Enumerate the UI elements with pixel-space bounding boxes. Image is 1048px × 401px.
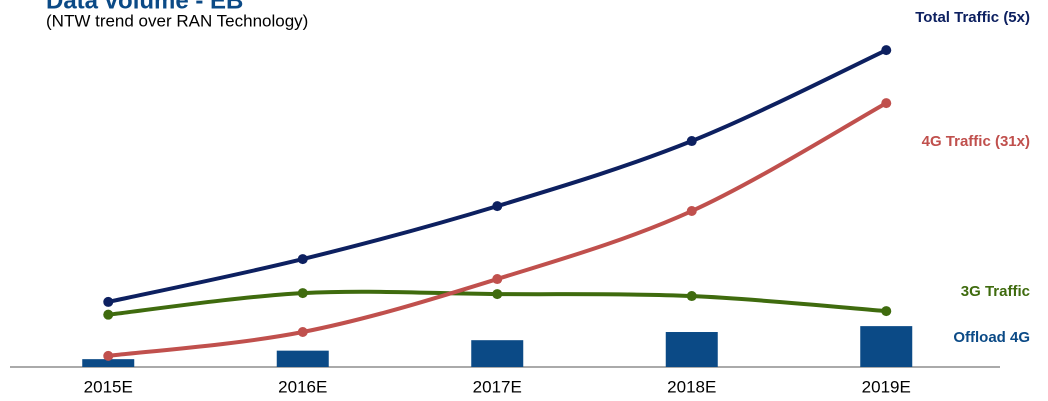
point-marker — [686, 206, 697, 217]
bar — [82, 359, 135, 367]
x-tick-label: 2018E — [667, 377, 716, 396]
series-label: 4G Traffic (31x) — [922, 133, 1030, 150]
point-marker — [103, 350, 114, 361]
point-marker — [881, 306, 892, 317]
point-marker — [297, 327, 308, 338]
point-marker — [492, 201, 503, 212]
point-marker — [492, 274, 503, 285]
bar — [860, 326, 913, 367]
point-marker — [297, 254, 308, 265]
series-label: 3G Traffic — [961, 283, 1030, 300]
point-marker — [103, 296, 114, 307]
bar — [276, 350, 329, 367]
chart-subtitle: (NTW trend over RAN Technology) — [46, 11, 308, 30]
bar — [665, 332, 718, 367]
point-marker — [686, 136, 697, 147]
x-tick-label: 2015E — [84, 377, 133, 396]
series-label: Offload 4G — [953, 329, 1030, 346]
series-line — [107, 48, 888, 304]
point-marker — [686, 291, 697, 302]
point-marker — [103, 309, 114, 320]
point-marker — [881, 45, 892, 56]
bar — [471, 340, 524, 367]
series-label: Total Traffic (5x) — [915, 9, 1030, 26]
x-tick-label: 2017E — [473, 377, 522, 396]
point-marker — [297, 288, 308, 299]
point-marker — [492, 289, 503, 300]
point-marker — [881, 98, 892, 109]
chart-title: Data volume - EB — [46, 0, 243, 14]
series-line — [108, 101, 888, 358]
x-tick-label: 2019E — [862, 377, 911, 396]
x-tick-label: 2016E — [278, 377, 327, 396]
